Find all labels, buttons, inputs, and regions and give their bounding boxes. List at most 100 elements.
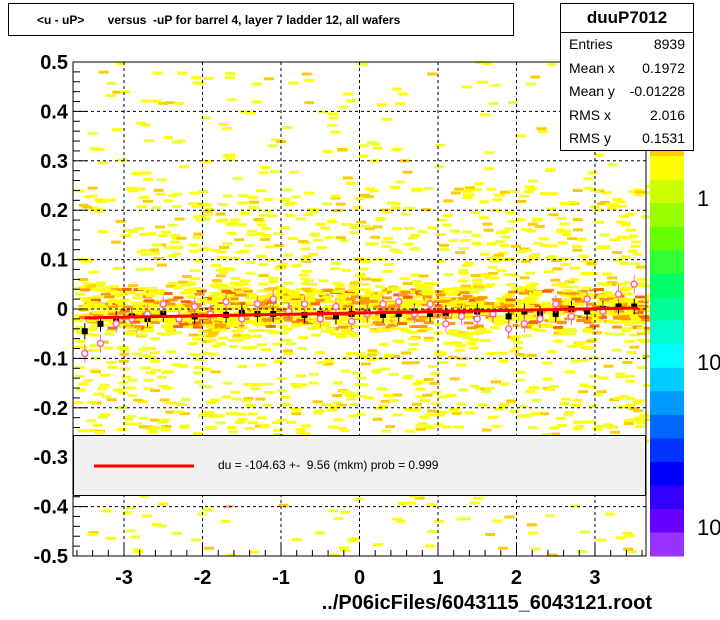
heat-cell bbox=[405, 304, 416, 308]
heat-cell bbox=[240, 321, 251, 324]
heat-cell bbox=[483, 228, 494, 232]
heat-cell bbox=[192, 321, 202, 325]
heat-cell bbox=[583, 186, 594, 190]
heat-cell bbox=[527, 179, 538, 183]
mean-point bbox=[160, 310, 167, 317]
heat-cell bbox=[397, 322, 407, 326]
heat-cell bbox=[345, 182, 356, 185]
heat-cell bbox=[268, 276, 279, 280]
heat-cell bbox=[355, 412, 366, 416]
heat-cell bbox=[125, 415, 136, 418]
heat-cell bbox=[155, 192, 166, 196]
heat-cell bbox=[372, 225, 383, 229]
heat-cell bbox=[390, 355, 401, 358]
heat-cell bbox=[471, 187, 482, 191]
heat-cell bbox=[76, 388, 87, 392]
heat-cell bbox=[200, 116, 211, 120]
heat-cell bbox=[622, 298, 633, 301]
heat-cell bbox=[255, 383, 266, 387]
heat-cell bbox=[525, 82, 536, 86]
heat-cell bbox=[462, 335, 473, 339]
heat-cell bbox=[377, 291, 388, 295]
heat-cell bbox=[459, 291, 470, 295]
heat-cell bbox=[376, 326, 387, 330]
heat-cell bbox=[87, 186, 98, 190]
heat-cell bbox=[230, 302, 240, 306]
heat-cell bbox=[531, 398, 542, 402]
heat-cell bbox=[593, 393, 604, 397]
heat-cell bbox=[167, 298, 178, 302]
heat-cell bbox=[221, 395, 232, 399]
heat-cell bbox=[336, 302, 347, 306]
heat-cell bbox=[404, 429, 415, 433]
heat-cell bbox=[226, 292, 236, 296]
heat-cell bbox=[188, 333, 199, 337]
heat-cell bbox=[567, 329, 577, 333]
heat-cell bbox=[358, 355, 369, 359]
heat-cell bbox=[179, 312, 190, 316]
heat-cell bbox=[624, 323, 634, 326]
heat-cell bbox=[88, 333, 99, 337]
heat-cell bbox=[249, 550, 260, 554]
mean-point bbox=[505, 313, 512, 320]
heat-cell bbox=[457, 279, 468, 283]
heat-cell bbox=[331, 394, 342, 397]
heat-cell bbox=[510, 301, 521, 305]
heat-cell bbox=[315, 351, 325, 355]
heat-cell bbox=[210, 291, 221, 295]
heat-cell bbox=[172, 363, 183, 367]
heat-cell bbox=[225, 222, 236, 226]
heat-cell bbox=[510, 338, 521, 342]
heat-cell bbox=[628, 315, 639, 319]
rms-point bbox=[159, 300, 168, 308]
heat-cell bbox=[198, 414, 209, 418]
heat-cell bbox=[615, 372, 626, 376]
heat-cell bbox=[206, 400, 217, 404]
heat-cell bbox=[282, 126, 293, 130]
heat-cell bbox=[572, 248, 583, 252]
heat-cell bbox=[255, 296, 266, 300]
heat-cell bbox=[193, 366, 204, 370]
heat-cell bbox=[559, 257, 570, 261]
heat-cell bbox=[291, 264, 302, 268]
heat-cell bbox=[577, 298, 588, 302]
heat-cell bbox=[167, 282, 178, 285]
heat-cell bbox=[126, 326, 137, 330]
heat-cell bbox=[593, 305, 604, 309]
heat-cell bbox=[599, 233, 610, 237]
heat-cell bbox=[370, 235, 381, 239]
heat-cell bbox=[536, 329, 547, 333]
rms-point bbox=[630, 280, 638, 289]
heat-cell bbox=[298, 240, 308, 244]
heat-cell bbox=[296, 318, 307, 322]
heat-cell bbox=[475, 304, 486, 308]
rms-point bbox=[457, 312, 466, 321]
color-scale-band bbox=[650, 367, 684, 392]
heat-cell bbox=[322, 362, 333, 366]
heat-cell bbox=[548, 306, 558, 310]
heat-cell bbox=[211, 248, 222, 252]
heat-cell bbox=[141, 514, 152, 518]
heat-cell bbox=[462, 230, 473, 234]
heat-cell bbox=[316, 361, 327, 365]
heat-cell bbox=[434, 519, 445, 523]
heat-cell bbox=[73, 287, 84, 291]
heat-cell bbox=[115, 293, 126, 297]
heat-cell bbox=[363, 396, 374, 400]
heat-cell bbox=[202, 329, 213, 333]
heat-cell bbox=[140, 366, 151, 370]
heat-cell bbox=[492, 519, 503, 523]
heat-cell bbox=[233, 333, 243, 337]
heat-cell bbox=[625, 534, 635, 538]
heat-cell bbox=[89, 343, 100, 347]
heat-cell bbox=[564, 411, 575, 414]
heat-cell bbox=[323, 288, 334, 292]
heat-cell bbox=[354, 197, 365, 201]
heat-cell bbox=[461, 85, 472, 89]
heat-cell bbox=[626, 550, 637, 554]
heat-cell bbox=[619, 395, 630, 399]
heat-cell bbox=[245, 261, 256, 264]
heat-cell bbox=[437, 351, 447, 355]
heat-cell bbox=[623, 422, 634, 426]
heat-cell bbox=[119, 352, 130, 356]
